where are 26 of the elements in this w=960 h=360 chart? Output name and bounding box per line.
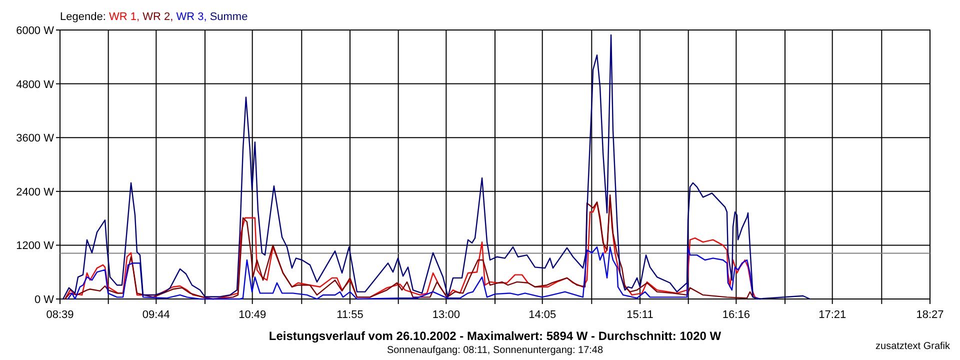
y-tick-label: 0 W — [34, 294, 55, 306]
x-tick-label: 13:00 — [432, 309, 460, 321]
legend-title: Legende: — [60, 11, 109, 23]
y-tick-label: 3600 W — [16, 132, 55, 145]
x-tick-label: 14:05 — [528, 309, 556, 321]
text: Leistungsverlauf vom 26.10.2002 - Maximalwert: 5894 W - Durchschnitt: 1020 W — [268, 329, 722, 343]
line-series — [62, 34, 811, 300]
x-tick-label: 15:11 — [626, 309, 654, 321]
text: WR 1, — [108, 11, 140, 23]
x-tick-label: 18:27 — [916, 309, 944, 321]
y-tick-label: 1200 W — [16, 240, 55, 252]
x-tick-label: 17:21 — [818, 309, 846, 321]
x-tick-label: 16:16 — [722, 309, 750, 321]
x-tick-label: 08:39 — [46, 309, 74, 321]
text: zusatztext Grafik — [876, 341, 951, 352]
text: Summe — [210, 11, 248, 23]
line-series — [67, 246, 761, 300]
x-tick-label: 11:55 — [336, 309, 364, 321]
text: WR 3, — [176, 11, 207, 23]
y-tick-label: 4800 W — [16, 78, 55, 91]
x-tick-label: 10:49 — [238, 309, 266, 321]
text: Sonnenaufgang: 08:11, Sonnenuntergang: 17:48 — [386, 345, 604, 356]
text: WR 2, — [142, 11, 174, 23]
y-tick-label: 6000 W — [16, 25, 55, 37]
y-tick-label: 2400 W — [16, 186, 55, 198]
x-tick-label: 09:44 — [142, 309, 170, 321]
